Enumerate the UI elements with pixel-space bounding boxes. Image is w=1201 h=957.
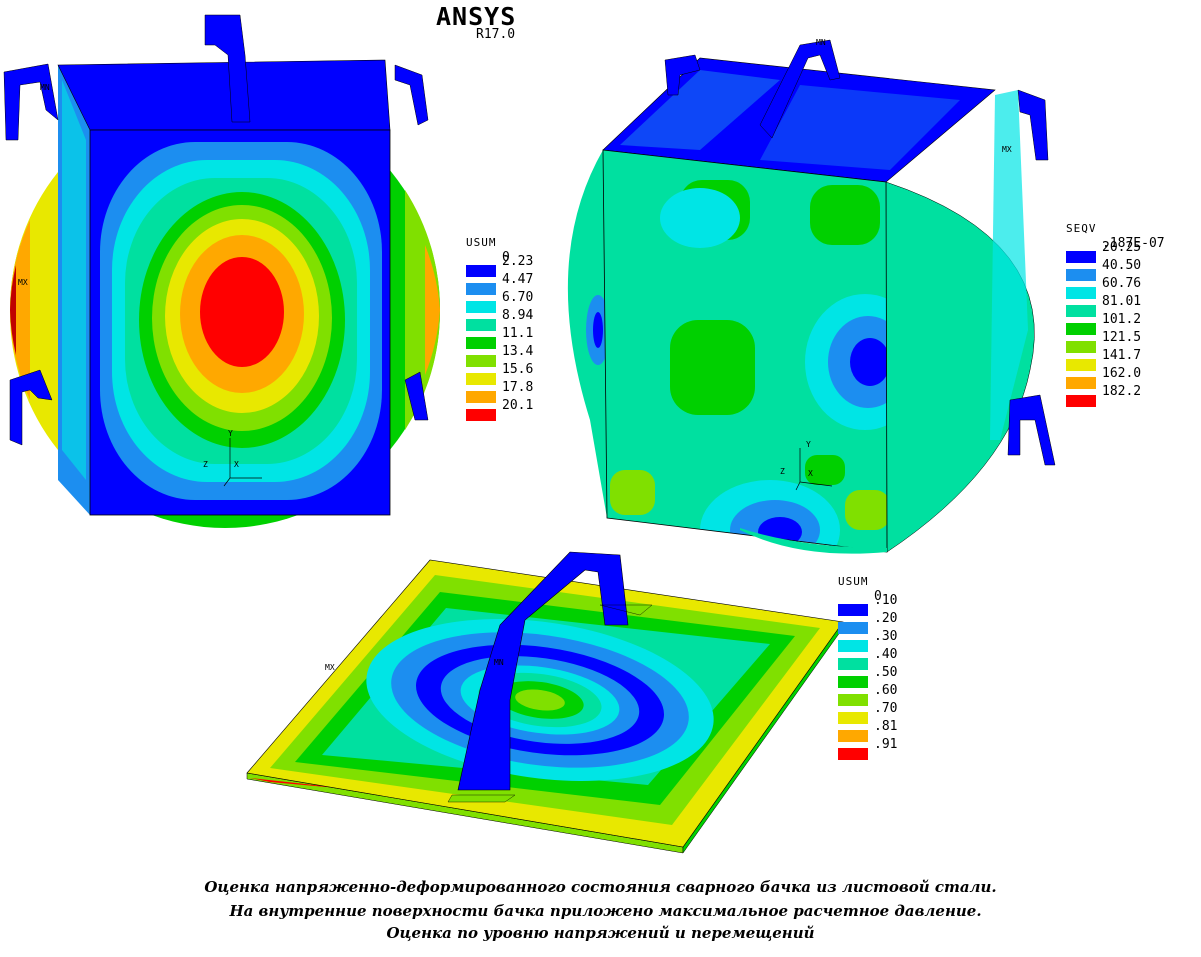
legend-label: 162.0 xyxy=(1102,366,1142,381)
legend-swatch xyxy=(466,355,496,367)
legend-swatch xyxy=(838,694,868,706)
legend-label: .20 xyxy=(874,611,898,626)
caption-line-1: Оценка напряженно-деформированного состо… xyxy=(204,878,997,896)
legend-title: USUM xyxy=(838,575,869,588)
legend-label: 40.50 xyxy=(1102,258,1142,273)
legend-label: 11.1 xyxy=(502,326,534,341)
axis-y-b: Y xyxy=(806,440,811,449)
axis-x-b: X xyxy=(808,469,813,478)
model-b-stress xyxy=(567,39,1056,554)
legend-swatch xyxy=(838,676,868,688)
legend-swatch xyxy=(1066,269,1096,281)
legend-label: 121.5 xyxy=(1102,330,1142,345)
model-a-displacement xyxy=(3,14,441,528)
legend-swatch xyxy=(466,283,496,295)
legend-label: .187E-07 xyxy=(1102,236,1165,251)
legend-label: 6.70 xyxy=(502,290,534,305)
min-marker-b: MN xyxy=(816,38,826,47)
legend-label: 0 xyxy=(874,589,882,604)
legend-title: USUM xyxy=(466,236,497,249)
model-b-front-face xyxy=(603,150,887,552)
legend-label: 141.7 xyxy=(1102,348,1142,363)
legend-label: 81.01 xyxy=(1102,294,1142,309)
legend-swatch xyxy=(466,319,496,331)
legend-swatch xyxy=(838,604,868,616)
legend-swatch xyxy=(1066,251,1096,263)
legend-swatch xyxy=(1066,377,1096,389)
legend-swatch xyxy=(1066,395,1096,407)
legend-swatch xyxy=(466,409,496,421)
legend-swatch xyxy=(466,301,496,313)
legend-swatch xyxy=(838,622,868,634)
legend-swatch xyxy=(466,265,496,277)
legend-swatch xyxy=(838,658,868,670)
legend-label: 101.2 xyxy=(1102,312,1142,327)
caption-line-3: Оценка по уровню напряжений и перемещени… xyxy=(386,924,815,942)
legend-swatch xyxy=(838,748,868,760)
axis-y-a: Y xyxy=(228,429,233,438)
legend-label: .91 xyxy=(874,737,898,752)
legend-label: .40 xyxy=(874,647,898,662)
legend-swatch xyxy=(1066,341,1096,353)
model-a-front-face xyxy=(90,130,390,515)
legend-swatch xyxy=(1066,359,1096,371)
max-marker-a: MX xyxy=(18,278,28,287)
legend-swatch xyxy=(1066,323,1096,335)
legend-label: 13.4 xyxy=(502,344,534,359)
ansys-version: R17.0 xyxy=(476,27,516,42)
legend-label: .10 xyxy=(874,593,898,608)
ansys-brand: ANSYS xyxy=(436,2,517,31)
legend-swatch xyxy=(838,640,868,652)
min-marker-c: MN xyxy=(494,658,504,667)
legend-label: .60 xyxy=(874,683,898,698)
legend-label: 2.23 xyxy=(502,254,534,269)
legend-swatch xyxy=(466,337,496,349)
legend-label: 60.76 xyxy=(1102,276,1142,291)
model-c-lid-displacement xyxy=(246,551,844,854)
legend-label: 15.6 xyxy=(502,362,534,377)
legend-title: SEQV xyxy=(1066,222,1097,235)
legend-label: 8.94 xyxy=(502,308,534,323)
min-marker-a: MN xyxy=(40,83,50,92)
caption-line-2: На внутренние поверхности бачка приложен… xyxy=(229,902,982,920)
legend-label: 0 xyxy=(502,250,510,265)
legend-swatch xyxy=(1066,305,1096,317)
legend-label: 182.2 xyxy=(1102,384,1142,399)
legend-swatch xyxy=(838,730,868,742)
legend-label: 4.47 xyxy=(502,272,534,287)
legend-label: 17.8 xyxy=(502,380,534,395)
axis-x-a: X xyxy=(234,460,239,469)
max-marker-c: MX xyxy=(325,663,335,672)
legend-swatch xyxy=(1066,287,1096,299)
legend-label: .30 xyxy=(874,629,898,644)
axis-z-b: Z xyxy=(780,467,785,476)
legend-label: .50 xyxy=(874,665,898,680)
axis-z-a: Z xyxy=(203,460,208,469)
legend-swatch xyxy=(838,712,868,724)
legend-swatch xyxy=(466,391,496,403)
legend-label: 20.1 xyxy=(502,398,534,413)
max-marker-b: MX xyxy=(1002,145,1012,154)
legend-swatch xyxy=(466,373,496,385)
legend-label: 20.25 xyxy=(1102,240,1142,255)
legend-label: .81 xyxy=(874,719,898,734)
legend-label: .70 xyxy=(874,701,898,716)
